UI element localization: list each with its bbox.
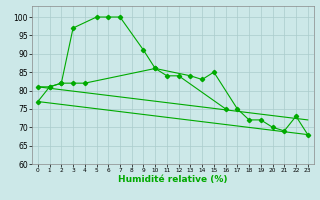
X-axis label: Humidité relative (%): Humidité relative (%) [118,175,228,184]
